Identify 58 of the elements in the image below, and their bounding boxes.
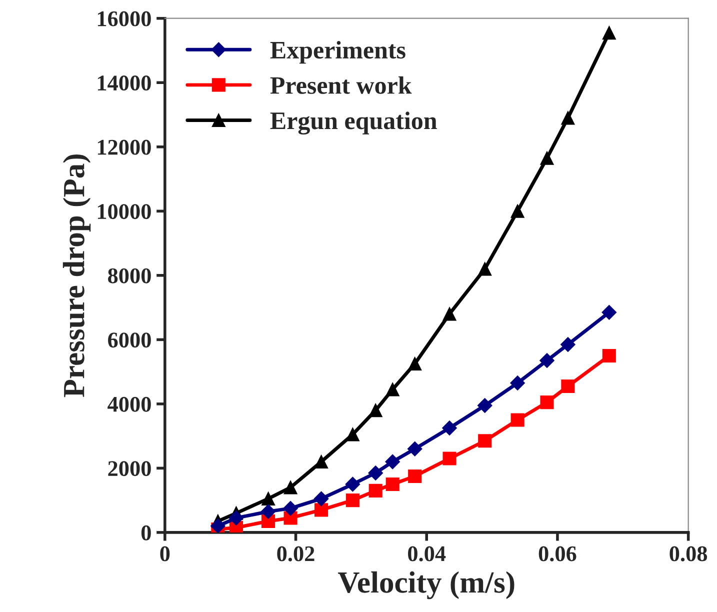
point xyxy=(442,420,457,436)
point xyxy=(602,26,616,40)
y-tick-label: 0 xyxy=(141,525,151,540)
point xyxy=(540,353,554,368)
y-axis-title: Pressure drop (Pa) xyxy=(62,154,91,398)
point xyxy=(540,151,554,165)
point xyxy=(314,454,328,469)
point xyxy=(368,404,382,418)
point xyxy=(368,484,382,498)
point xyxy=(561,379,575,394)
y-tick-label: 4000 xyxy=(108,396,151,412)
point xyxy=(346,428,360,442)
point xyxy=(510,413,524,427)
point xyxy=(314,491,329,506)
point xyxy=(540,396,554,410)
y-tick-label: 12000 xyxy=(98,140,151,155)
point xyxy=(408,469,422,483)
x-tick-label: 0.04 xyxy=(408,546,446,562)
x-tick-label: 0.06 xyxy=(538,546,576,562)
legend-label: Present work xyxy=(270,76,412,94)
x-tick-label: 0.02 xyxy=(277,546,314,562)
point xyxy=(407,442,422,456)
x-axis-title: Velocity (m/s) xyxy=(338,571,514,600)
x-tick-label: 0 xyxy=(160,546,170,562)
point xyxy=(386,477,400,492)
point xyxy=(478,434,492,448)
point xyxy=(346,494,360,508)
point xyxy=(477,398,492,413)
point xyxy=(283,500,298,516)
point xyxy=(408,356,422,371)
point xyxy=(345,476,360,492)
y-tick-label: 16000 xyxy=(98,11,151,26)
point xyxy=(260,504,276,519)
point xyxy=(386,382,400,396)
point xyxy=(262,492,276,506)
point xyxy=(478,262,492,276)
y-tick-label: 8000 xyxy=(108,268,151,284)
point xyxy=(510,376,525,390)
point xyxy=(284,480,298,494)
point xyxy=(561,111,575,125)
point xyxy=(602,348,616,362)
point xyxy=(385,454,400,470)
legend-label: Ergun equation xyxy=(270,112,437,135)
legend-label: Experiments xyxy=(270,41,406,64)
point xyxy=(602,304,617,320)
y-tick-label: 10000 xyxy=(98,204,151,220)
x-tick-label: 0.08 xyxy=(670,546,708,562)
point xyxy=(368,466,383,480)
point xyxy=(510,204,524,218)
point xyxy=(210,518,226,532)
point xyxy=(560,337,576,352)
y-tick-label: 2000 xyxy=(108,461,151,476)
point xyxy=(442,307,456,321)
point xyxy=(314,503,328,517)
point xyxy=(228,510,244,526)
y-tick-label: 14000 xyxy=(98,76,151,91)
y-tick-label: 6000 xyxy=(108,332,151,348)
point xyxy=(442,452,456,466)
